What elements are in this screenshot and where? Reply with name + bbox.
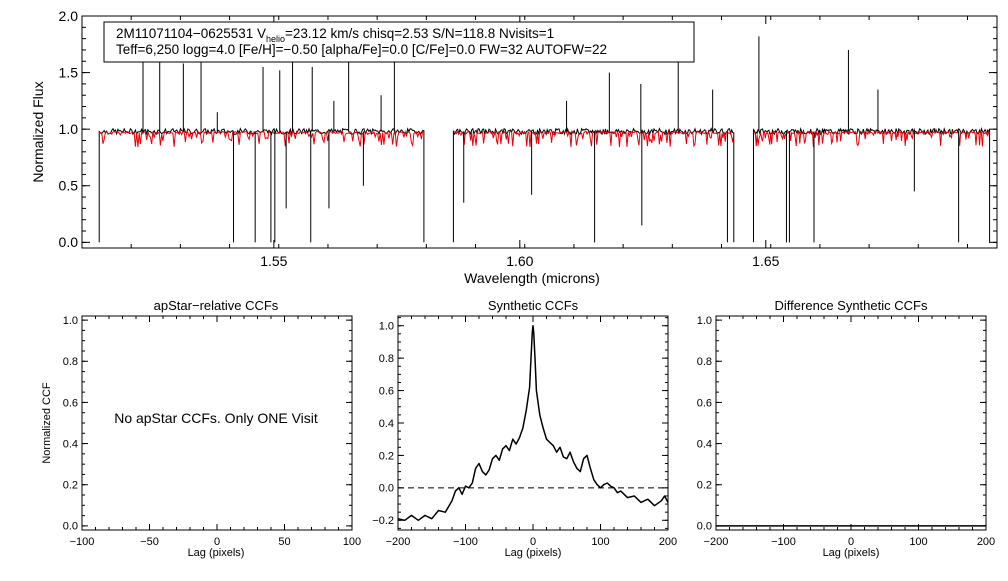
difference-ccf-ytick-label: 0.0	[697, 521, 712, 533]
spectrum-xtick-label: 1.65	[752, 253, 779, 269]
apstar-ccf-ytick-label: 0.2	[63, 480, 78, 492]
synthetic-ccf-xtick-label: 0	[530, 536, 536, 548]
spectrum-plot-frame	[81, 15, 998, 249]
synthetic-spectrum-line	[453, 130, 735, 148]
apstar-ccf-xtick-label: −100	[70, 536, 95, 548]
difference-ccf-xtick-label: 100	[909, 536, 927, 548]
annotation-line1-prefix: 2M11071104−0625531 V	[116, 26, 266, 41]
difference-ccf-xtick-label: 0	[848, 536, 854, 548]
difference-ccf-ytick-label: 0.6	[697, 397, 712, 409]
synthetic-ccf-xtick-label: −200	[386, 536, 411, 548]
apstar-ccf-xtick-label: 100	[343, 536, 361, 548]
spectrum-ytick-label: 0.5	[59, 178, 79, 194]
annotation-line1-subscript: helio	[266, 34, 285, 44]
difference-ccf-ytick-label: 1.0	[697, 315, 712, 327]
difference-ccf-title: Difference Synthetic CCFs	[775, 298, 928, 313]
spectrum-ytick-label: 1.0	[59, 121, 79, 137]
synthetic-ccf-xtick-label: 200	[659, 536, 677, 548]
difference-ccf-ytick-label: 0.8	[697, 356, 712, 368]
apstar-ccf-panel: apStar−relative CCFs −100 −50 0 50 100 0.0 0.2…	[41, 298, 361, 559]
synthetic-ccf-xtick-label: −100	[453, 536, 478, 548]
spectrum-xlabel: Wavelength (microns)	[464, 270, 600, 286]
synthetic-spectrum-line	[98, 129, 425, 148]
apstar-ccf-xtick-label: −50	[140, 536, 159, 548]
apstar-ccf-xlabel: Lag (pixels)	[188, 547, 245, 559]
observed-spectrum-line	[452, 127, 735, 243]
synthetic-ccf-title: Synthetic CCFs	[488, 298, 579, 313]
synthetic-ccf-ytick-label: 0.0	[379, 483, 394, 495]
apstar-ccf-ytick-label: 0.8	[63, 356, 78, 368]
apstar-ccf-ytick-label: 0.4	[63, 438, 78, 450]
spectrum-ytick-label: 0.0	[59, 234, 79, 250]
difference-ccf-xtick-label: −200	[704, 536, 729, 548]
spectrum-ytick-label: 2.0	[59, 8, 79, 24]
synthetic-ccf-ytick-label: 0.2	[379, 450, 394, 462]
apstar-ccf-ytick-label: 0.6	[63, 397, 78, 409]
difference-ccf-plot-frame	[715, 315, 987, 531]
spectrum-data	[98, 25, 991, 243]
spectrum-panel: 1.55 1.60 1.65 0.0 0.5 1.0 1.5 2.0 Wavelength (…	[30, 8, 998, 286]
spectrum-ylabel: Normalized Flux	[30, 81, 46, 182]
synthetic-ccf-axes: −200 −100 0 100 200 −0.2 0.0 0.2 0.4 0.6 0.8 1.0	[372, 316, 677, 548]
spectrum-annotation-box	[103, 21, 695, 63]
apstar-ccf-xtick-label: 0	[214, 536, 220, 548]
observed-spectrum-line	[753, 126, 991, 243]
apstar-ccf-ytick-label: 1.0	[63, 315, 78, 327]
spectrum-axes: 1.55 1.60 1.65 0.0 0.5 1.0 1.5 2.0	[59, 8, 997, 269]
observed-spectrum-line	[98, 127, 425, 243]
difference-ccf-xtick-label: −100	[771, 536, 796, 548]
annotation-line1-suffix: =23.12 km/s chisq=2.53 S/N=118.8 Nvisits…	[285, 26, 554, 41]
difference-ccf-panel: Difference Synthetic CCFs −200 −100 0 100 20…	[697, 298, 995, 559]
synthetic-ccf-data	[397, 324, 669, 522]
synthetic-ccf-ytick-label: −0.2	[372, 515, 394, 527]
difference-ccf-ytick-label: 0.2	[697, 480, 712, 492]
synthetic-spectrum-line	[753, 130, 990, 148]
spectrum-xtick-label: 1.60	[506, 253, 533, 269]
spectrum-ytick-label: 1.5	[59, 64, 79, 80]
apstar-ccf-ytick-label: 0.0	[63, 521, 78, 533]
difference-ccf-ytick-label: 0.4	[697, 438, 712, 450]
difference-ccf-xlabel: Lag (pixels)	[823, 547, 880, 559]
difference-ccf-axes: −200 −100 0 100 200 0.0 0.2 0.4 0.6 0.8 1.0	[697, 315, 995, 548]
apstar-ccf-xtick-label: 50	[278, 536, 290, 548]
apstar-ccf-ylabel: Normalized CCF	[41, 382, 53, 464]
apstar-ccf-message: No apStar CCFs. Only ONE Visit	[114, 410, 318, 426]
synthetic-ccf-xlabel: Lag (pixels)	[505, 547, 562, 559]
spectrum-xtick-label: 1.55	[260, 253, 287, 269]
synthetic-ccf-xtick-label: 100	[591, 536, 609, 548]
synthetic-ccf-panel: Synthetic CCFs −200 −100 0 100 200 −0.2 0.0 0.2…	[372, 298, 677, 559]
annotation-line2: Teff=6,250 logg=4.0 [Fe/H]=−0.50 [alpha/…	[116, 42, 607, 57]
synthetic-ccf-line	[397, 324, 669, 522]
synthetic-ccf-ytick-label: 0.8	[379, 353, 394, 365]
synthetic-ccf-ytick-label: 1.0	[379, 321, 394, 333]
annotation-line1: 2M11071104−0625531 Vhelio=23.12 km/s chi…	[116, 26, 554, 44]
synthetic-ccf-ytick-label: 0.6	[379, 385, 394, 397]
difference-ccf-xtick-label: 200	[977, 536, 995, 548]
apstar-ccf-title: apStar−relative CCFs	[154, 298, 279, 313]
apstar-ccf-axes: −100 −50 0 50 100 0.0 0.2 0.4 0.6 0.8 1.0	[63, 315, 361, 548]
synthetic-ccf-ytick-label: 0.4	[379, 418, 394, 430]
